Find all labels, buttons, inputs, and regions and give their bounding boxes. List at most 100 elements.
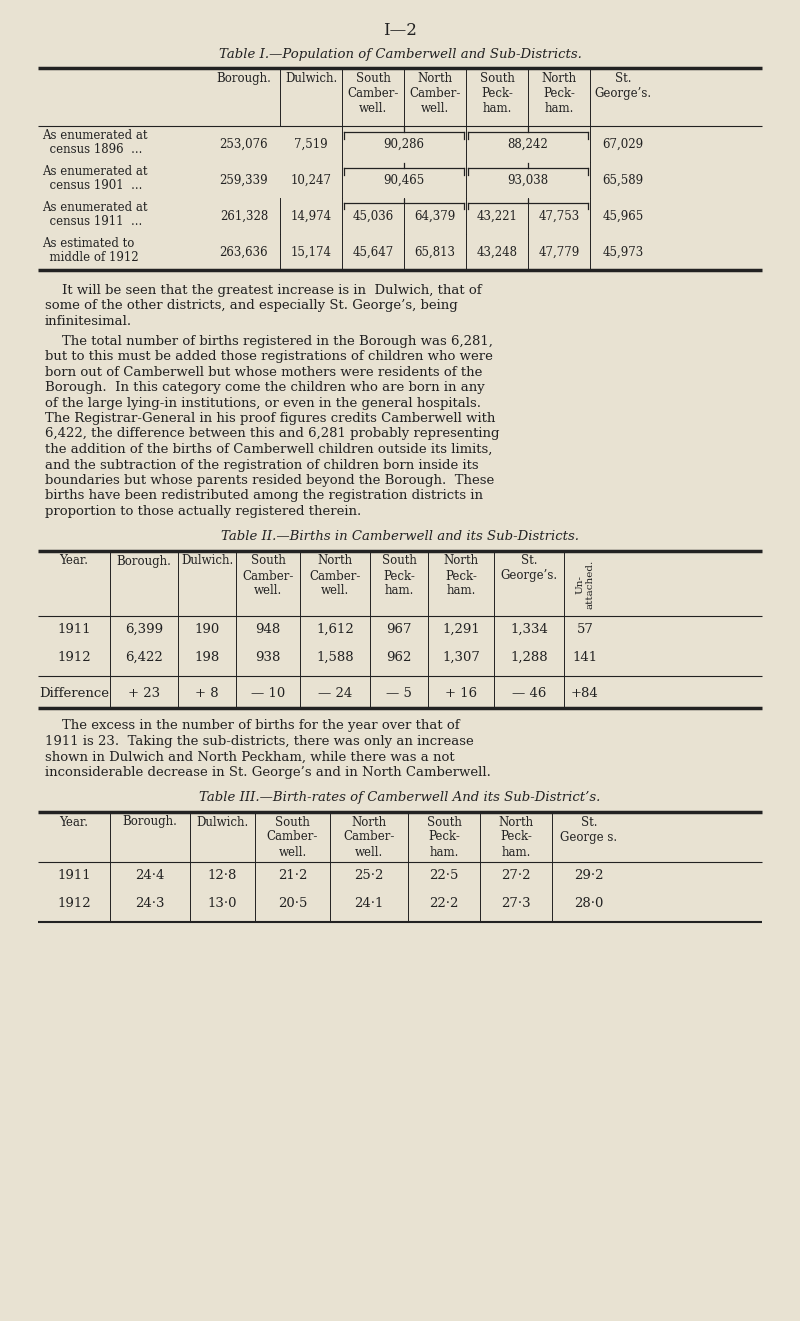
Text: 253,076: 253,076	[220, 137, 268, 151]
Text: 43,248: 43,248	[477, 246, 518, 259]
Text: 1912: 1912	[57, 897, 91, 910]
Text: 1,588: 1,588	[316, 651, 354, 664]
Text: It will be seen that the greatest increase is in  Dulwich, that of: It will be seen that the greatest increa…	[45, 284, 482, 297]
Text: 967: 967	[386, 624, 412, 635]
Text: 1911: 1911	[57, 869, 91, 882]
Text: 24·3: 24·3	[135, 897, 165, 910]
Text: 190: 190	[194, 624, 220, 635]
Text: 14,974: 14,974	[290, 210, 331, 222]
Text: Difference: Difference	[39, 687, 109, 700]
Text: Table II.—Births in Camberwell and its Sub-Districts.: Table II.—Births in Camberwell and its S…	[221, 531, 579, 543]
Text: Borough.  In this category come the children who are born in any: Borough. In this category come the child…	[45, 380, 485, 394]
Text: Borough.: Borough.	[117, 555, 171, 568]
Text: 1911: 1911	[57, 624, 91, 635]
Text: 24·4: 24·4	[135, 869, 165, 882]
Text: born out of Camberwell but whose mothers were residents of the: born out of Camberwell but whose mothers…	[45, 366, 482, 379]
Text: South
Camber-
well.: South Camber- well.	[242, 555, 294, 597]
Text: 21·2: 21·2	[278, 869, 307, 882]
Text: 47,779: 47,779	[538, 246, 580, 259]
Text: 7,519: 7,519	[294, 137, 328, 151]
Text: 1,291: 1,291	[442, 624, 480, 635]
Text: I—2: I—2	[383, 22, 417, 40]
Text: 962: 962	[386, 651, 412, 664]
Text: 6,422, the difference between this and 6,281 probably representing: 6,422, the difference between this and 6…	[45, 428, 499, 440]
Text: 12·8: 12·8	[208, 869, 237, 882]
Text: 45,973: 45,973	[602, 246, 644, 259]
Text: 45,036: 45,036	[352, 210, 394, 222]
Text: South
Camber-
well.: South Camber- well.	[267, 815, 318, 859]
Text: but to this must be added those registrations of children who were: but to this must be added those registra…	[45, 350, 493, 363]
Text: South
Camber-
well.: South Camber- well.	[347, 73, 398, 115]
Text: 20·5: 20·5	[278, 897, 307, 910]
Text: 67,029: 67,029	[602, 137, 643, 151]
Text: — 24: — 24	[318, 687, 352, 700]
Text: 261,328: 261,328	[220, 210, 268, 222]
Text: 43,221: 43,221	[477, 210, 518, 222]
Text: 65,813: 65,813	[414, 246, 455, 259]
Text: census 1896  ...: census 1896 ...	[42, 143, 142, 156]
Text: St.
George’s.: St. George’s.	[594, 73, 651, 100]
Text: 1911 is 23.  Taking the sub-districts, there was only an increase: 1911 is 23. Taking the sub-districts, th…	[45, 734, 474, 748]
Text: — 10: — 10	[251, 687, 285, 700]
Text: +84: +84	[571, 687, 599, 700]
Text: 1,612: 1,612	[316, 624, 354, 635]
Text: of the large lying-in institutions, or even in the general hospitals.: of the large lying-in institutions, or e…	[45, 396, 481, 410]
Text: St.
George’s.: St. George’s.	[501, 555, 558, 583]
Text: 22·5: 22·5	[430, 869, 458, 882]
Text: North
Peck-
ham.: North Peck- ham.	[542, 73, 577, 115]
Text: 13·0: 13·0	[208, 897, 238, 910]
Text: proportion to those actually registered therein.: proportion to those actually registered …	[45, 505, 362, 518]
Text: inconsiderable decrease in St. George’s and in North Camberwell.: inconsiderable decrease in St. George’s …	[45, 766, 491, 779]
Text: South
Peck-
ham.: South Peck- ham.	[426, 815, 462, 859]
Text: 65,589: 65,589	[602, 173, 643, 186]
Text: census 1901  ...: census 1901 ...	[42, 180, 142, 192]
Text: — 5: — 5	[386, 687, 412, 700]
Text: 6,422: 6,422	[125, 651, 163, 664]
Text: some of the other districts, and especially St. George’s, being: some of the other districts, and especia…	[45, 300, 458, 313]
Text: + 8: + 8	[195, 687, 219, 700]
Text: Year.: Year.	[59, 555, 89, 568]
Text: 948: 948	[255, 624, 281, 635]
Text: 15,174: 15,174	[290, 246, 331, 259]
Text: census 1911  ...: census 1911 ...	[42, 215, 142, 229]
Text: 57: 57	[577, 624, 594, 635]
Text: 29·2: 29·2	[574, 869, 604, 882]
Text: Table I.—Population of Camberwell and Sub-Districts.: Table I.—Population of Camberwell and Su…	[218, 48, 582, 61]
Text: 24·1: 24·1	[354, 897, 384, 910]
Text: Year.: Year.	[59, 815, 89, 828]
Text: Borough.: Borough.	[217, 73, 271, 85]
Text: 1,334: 1,334	[510, 624, 548, 635]
Text: 45,647: 45,647	[352, 246, 394, 259]
Text: + 16: + 16	[445, 687, 477, 700]
Text: St.
George s.: St. George s.	[561, 815, 618, 844]
Text: Dulwich.: Dulwich.	[196, 815, 249, 828]
Text: The total number of births registered in the Borough was 6,281,: The total number of births registered in…	[45, 334, 493, 347]
Text: As enumerated at: As enumerated at	[42, 165, 147, 178]
Text: middle of 1912: middle of 1912	[42, 251, 138, 264]
Text: the addition of the births of Camberwell children outside its limits,: the addition of the births of Camberwell…	[45, 443, 492, 456]
Text: 27·3: 27·3	[501, 897, 531, 910]
Text: — 46: — 46	[512, 687, 546, 700]
Text: shown in Dulwich and North Peckham, while there was a not: shown in Dulwich and North Peckham, whil…	[45, 750, 454, 764]
Text: As enumerated at: As enumerated at	[42, 201, 147, 214]
Text: 47,753: 47,753	[538, 210, 580, 222]
Text: 45,965: 45,965	[602, 210, 644, 222]
Text: 28·0: 28·0	[574, 897, 604, 910]
Text: 259,339: 259,339	[220, 173, 268, 186]
Text: 64,379: 64,379	[414, 210, 456, 222]
Text: 1,307: 1,307	[442, 651, 480, 664]
Text: North
Camber-
well.: North Camber- well.	[310, 555, 361, 597]
Text: 938: 938	[255, 651, 281, 664]
Text: North
Camber-
well.: North Camber- well.	[343, 815, 394, 859]
Text: 90,286: 90,286	[383, 137, 425, 151]
Text: 263,636: 263,636	[220, 246, 268, 259]
Text: 22·2: 22·2	[430, 897, 458, 910]
Text: + 23: + 23	[128, 687, 160, 700]
Text: North
Camber-
well.: North Camber- well.	[410, 73, 461, 115]
Text: Un-
attached.: Un- attached.	[575, 560, 594, 609]
Text: 198: 198	[194, 651, 220, 664]
Text: Borough.: Borough.	[122, 815, 178, 828]
Text: 141: 141	[573, 651, 598, 664]
Text: births have been redistributed among the registration districts in: births have been redistributed among the…	[45, 490, 483, 502]
Text: 10,247: 10,247	[290, 173, 331, 186]
